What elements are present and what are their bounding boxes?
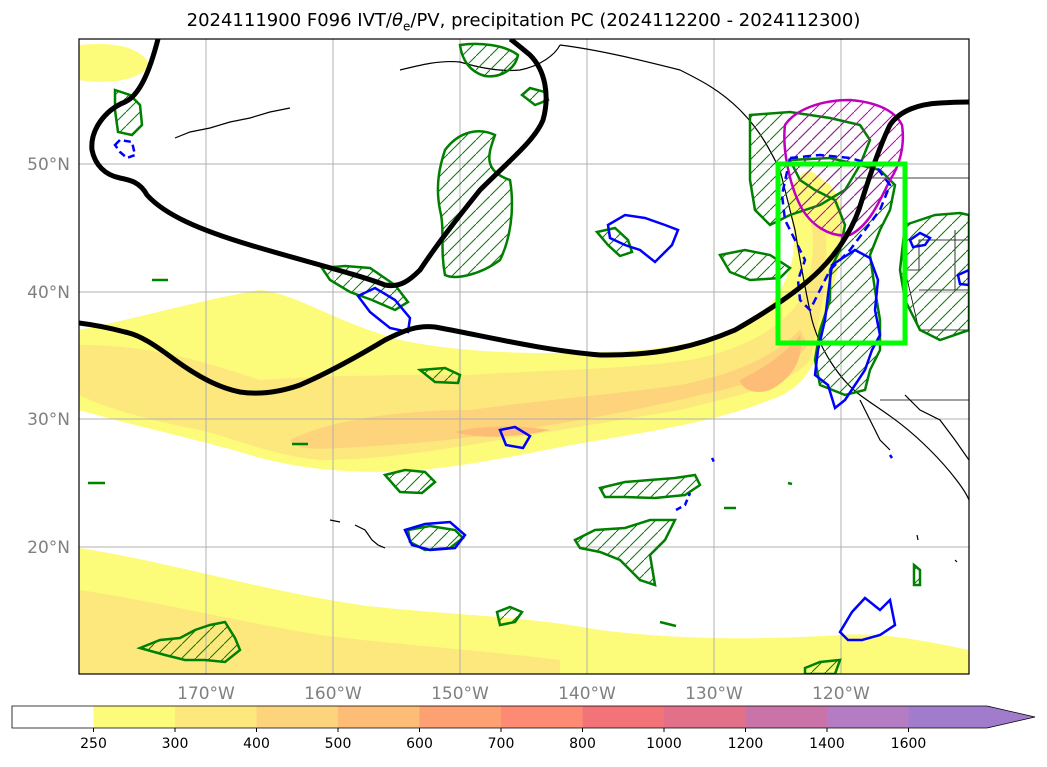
colorbar-segment — [175, 706, 257, 728]
lon-label-140w: 140°W — [558, 684, 616, 704]
lat-label-50n: 50°N — [27, 155, 70, 175]
colorbar-extend-arrow — [908, 706, 1035, 728]
title-theta: θ — [391, 10, 403, 31]
colorbar-segment — [93, 706, 176, 728]
map-content — [79, 39, 969, 674]
lat-label-20n: 20°N — [27, 538, 70, 558]
title-suffix: /PV, precipitation PC (2024112200 - 2024… — [410, 10, 861, 31]
chart-title: 2024111900 F096 IVT/θe/PV, precipitation… — [0, 10, 1047, 34]
precip-green-small-marks — [88, 278, 793, 628]
lon-label-160w: 160°W — [304, 684, 362, 704]
colorbar-tick-label: 1400 — [809, 736, 845, 752]
lon-label-130w: 130°W — [685, 684, 743, 704]
colorbar-tick-label: 1600 — [891, 736, 927, 752]
coastlines — [174, 44, 969, 563]
colorbar-tick-label: 400 — [243, 736, 270, 752]
colorbar-segment — [256, 706, 339, 728]
lon-label-120w: 120°W — [812, 684, 870, 704]
colorbar: 250 300 400 500 600 700 800 1000 1200 1400 1600 — [11, 705, 1036, 752]
title-prefix: 2024111900 F096 IVT/ — [186, 10, 392, 31]
colorbar-segment — [827, 706, 909, 728]
colorbar-tick-label: 600 — [406, 736, 433, 752]
colorbar-segment — [12, 706, 94, 728]
lat-label-30n: 30°N — [27, 410, 70, 430]
colorbar-segment — [745, 706, 828, 728]
lon-label-150w: 150°W — [431, 684, 489, 704]
colorbar-segment — [501, 706, 583, 728]
ivt-fill-northwest — [79, 44, 150, 82]
colorbar-tick-label: 300 — [162, 736, 189, 752]
colorbar-segment — [419, 706, 502, 728]
colorbar-tick-label: 250 — [80, 736, 107, 752]
colorbar-segment — [582, 706, 665, 728]
map-frame — [78, 38, 970, 675]
colorbar-tick-label: 700 — [488, 736, 515, 752]
lon-label-170w: 170°W — [177, 684, 235, 704]
ivt-fill-ar-core-east — [740, 335, 801, 392]
colorbar-tick-label: 500 — [325, 736, 352, 752]
highlight-box — [775, 161, 908, 346]
colorbar-segment — [338, 706, 420, 728]
lat-lon-grid — [79, 39, 969, 674]
lat-label-40n: 40°N — [27, 283, 70, 303]
colorbar-segment — [664, 706, 746, 728]
colorbar-tick-label: 1200 — [728, 736, 764, 752]
colorbar-outline — [11, 705, 1036, 729]
pv-contours — [79, 39, 969, 396]
colorbar-tick-label: 800 — [569, 736, 596, 752]
colorbar-tick-label: 1000 — [646, 736, 682, 752]
title-theta-subscript: e — [403, 19, 411, 34]
